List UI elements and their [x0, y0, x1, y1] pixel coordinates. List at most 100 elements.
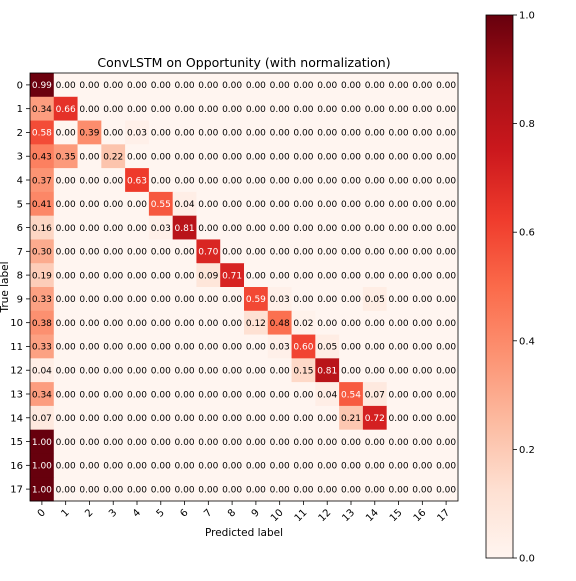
y-tick-label: 10 [10, 318, 23, 329]
heatmap-cell [386, 120, 411, 145]
x-tick-label: 7 [202, 507, 214, 519]
heatmap-cell [291, 477, 316, 502]
plot-frame [29, 72, 459, 502]
cell-value-label: 0.00 [341, 485, 361, 495]
heatmap-cell [30, 215, 55, 240]
cell-value-label: 0.00 [317, 153, 337, 163]
cell-value-label: 0.00 [103, 105, 123, 115]
heatmap-cell [220, 334, 245, 359]
heatmap-cell [30, 382, 55, 407]
chart-title: ConvLSTM on Opportunity (with normalizat… [97, 55, 390, 70]
heatmap-cell [434, 382, 459, 407]
heatmap-cell [315, 334, 340, 359]
cell-value-label: 0.00 [79, 200, 99, 210]
heatmap-cell [101, 310, 126, 335]
x-tick-label: 12 [317, 507, 334, 524]
heatmap-cell [196, 215, 221, 240]
cell-value-label: 0.00 [222, 224, 242, 234]
cell-value-label: 0.00 [175, 319, 195, 329]
cell-value-label: 0.00 [103, 367, 123, 377]
cell-value-label: 0.00 [79, 224, 99, 234]
heatmap-cell [125, 168, 150, 193]
cell-value-label: 0.00 [127, 105, 147, 115]
heatmap-cell [386, 73, 411, 98]
heatmap-cell [410, 96, 435, 121]
heatmap-cell [315, 144, 340, 169]
colorbar [485, 14, 514, 559]
cell-value-label: 0.12 [246, 319, 266, 329]
cell-value-label: 0.00 [56, 176, 76, 186]
heatmap-cell [386, 96, 411, 121]
y-tick-label: 17 [10, 485, 23, 496]
heatmap-cell [148, 358, 174, 383]
heatmap-cell [291, 120, 316, 145]
cell-value-label: 0.00 [151, 295, 171, 305]
heatmap-cell [148, 120, 174, 145]
cell-value-label: 0.41 [32, 200, 52, 210]
cell-value-label: 0.00 [79, 295, 99, 305]
heatmap-cell [196, 310, 221, 335]
heatmap-cell [267, 310, 292, 335]
cell-value-label: 0.00 [341, 248, 361, 258]
cell-value-label: 0.00 [365, 81, 385, 91]
heatmap-cell [30, 239, 55, 264]
cell-value-label: 0.58 [32, 129, 52, 139]
heatmap-cell [291, 358, 316, 383]
heatmap-cell [362, 144, 388, 169]
heatmap-cell [172, 358, 197, 383]
cell-value-label: 0.00 [222, 81, 242, 91]
cell-value-label: 0.00 [293, 462, 313, 472]
heatmap-cell [172, 215, 197, 240]
cell-value-label: 0.00 [293, 390, 313, 400]
heatmap-cell [148, 405, 174, 431]
cell-value-label: 0.00 [389, 176, 409, 186]
cell-value-label: 0.00 [389, 414, 409, 424]
heatmap-cell [339, 215, 364, 240]
cell-value-label: 0.02 [293, 319, 313, 329]
heatmap-cell [53, 239, 78, 264]
heatmap-cell [53, 263, 78, 288]
cell-value-label: 0.00 [436, 200, 456, 210]
heatmap-cell [77, 215, 102, 240]
heatmap-cell [244, 191, 269, 217]
heatmap-cell [315, 287, 340, 312]
heatmap-cell [339, 120, 364, 145]
cell-value-label: 0.00 [389, 248, 409, 258]
cell-value-label: 0.00 [198, 129, 218, 139]
heatmap-cell [244, 168, 269, 193]
cell-value-label: 0.07 [32, 414, 52, 424]
cell-value-label: 0.00 [412, 319, 432, 329]
cell-value-label: 0.00 [365, 485, 385, 495]
heatmap-cell [315, 310, 340, 335]
cell-value-label: 0.00 [341, 200, 361, 210]
heatmap-cell [220, 120, 245, 145]
cell-value-label: 0.00 [175, 414, 195, 424]
cell-value-label: 0.22 [103, 153, 123, 163]
cell-value-label: 0.00 [317, 295, 337, 305]
heatmap-cell [410, 287, 435, 312]
cell-value-label: 0.00 [389, 462, 409, 472]
cell-value-label: 0.00 [389, 485, 409, 495]
cell-value-label: 0.00 [56, 271, 76, 281]
cell-value-label: 0.00 [246, 438, 266, 448]
cell-value-label: 0.00 [365, 200, 385, 210]
heatmap-cell [220, 215, 245, 240]
cell-value-label: 0.00 [293, 295, 313, 305]
cell-value-label: 0.00 [293, 224, 313, 234]
heatmap-cell [196, 144, 221, 169]
heatmap-cell [196, 477, 221, 502]
colorbar-tick-label: 0.6 [519, 228, 535, 239]
heatmap-cell [30, 334, 55, 359]
heatmap-cell [410, 429, 435, 454]
cell-value-label: 0.00 [127, 343, 147, 353]
y-tick-label: 0 [17, 80, 23, 91]
heatmap-cell [30, 287, 55, 312]
cell-value-label: 0.00 [317, 248, 337, 258]
cell-value-label: 0.00 [103, 414, 123, 424]
heatmap-cell [434, 144, 459, 169]
heatmap-cell [148, 73, 174, 98]
heatmap-cell [434, 263, 459, 288]
heatmap-cell [362, 382, 388, 407]
cell-value-label: 0.00 [412, 105, 432, 115]
